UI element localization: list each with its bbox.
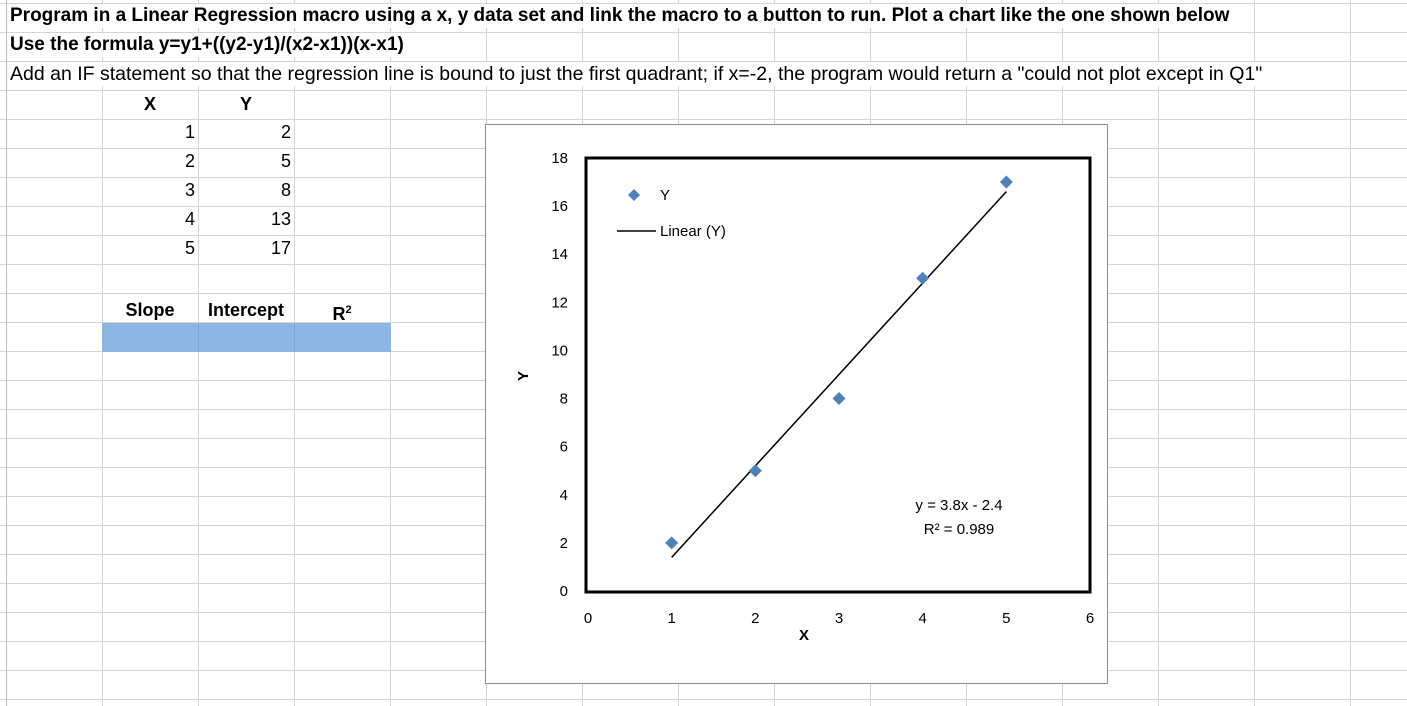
instruction-line-2: Use the formula y=y1+((y2-y1)/(x2-x1))(x…	[10, 33, 408, 57]
legend-marker-y	[628, 189, 640, 201]
x-tick-label: 1	[667, 610, 675, 627]
data-point[interactable]	[748, 464, 762, 478]
y-axis-label: Y	[515, 371, 532, 381]
sheet-left-border	[6, 0, 7, 706]
cell-x-1[interactable]: 1	[184, 122, 195, 142]
cell-x-4[interactable]: 4	[184, 209, 195, 229]
instruction-line-1: Program in a Linear Regression macro usi…	[10, 4, 1234, 28]
y-tick-label: 18	[551, 150, 568, 167]
results-output-row[interactable]	[102, 323, 391, 352]
y-tick-label: 8	[560, 391, 568, 408]
y-tick-label: 0	[560, 583, 568, 600]
trendline-equation: y = 3.8x - 2.4	[915, 497, 1002, 514]
results-cell-divider	[294, 323, 295, 352]
data-point[interactable]	[832, 392, 846, 406]
results-cell-divider	[198, 323, 199, 352]
cell-x-5[interactable]: 5	[184, 238, 195, 258]
header-y[interactable]: Y	[239, 94, 252, 114]
y-tick-label: 10	[551, 342, 568, 359]
x-tick-label: 2	[751, 610, 759, 627]
cell-x-3[interactable]: 3	[184, 180, 195, 200]
intercept-header[interactable]: Intercept	[207, 300, 285, 320]
r2-label: R	[332, 304, 346, 324]
y-tick-label: 2	[560, 535, 568, 552]
legend-label-linear: Linear (Y)	[660, 223, 726, 240]
x-axis-label: X	[799, 627, 809, 644]
header-x[interactable]: X	[143, 94, 156, 114]
instruction-line-3: Add an IF statement so that the regressi…	[10, 62, 1267, 86]
trendline	[671, 191, 1007, 558]
x-tick-label: 0	[584, 610, 592, 627]
cell-y-4[interactable]: 13	[270, 209, 291, 229]
cell-y-3[interactable]: 8	[280, 180, 291, 200]
cell-y-1[interactable]: 2	[280, 122, 291, 142]
data-point[interactable]	[665, 536, 679, 550]
y-tick-label: 12	[551, 294, 568, 311]
y-tick-label: 14	[551, 246, 568, 263]
x-tick-label: 5	[1002, 610, 1010, 627]
slope-header[interactable]: Slope	[125, 300, 175, 320]
cell-x-2[interactable]: 2	[184, 151, 195, 171]
cell-y-5[interactable]: 17	[270, 238, 291, 258]
legend-label-y: Y	[660, 187, 670, 204]
data-point[interactable]	[999, 175, 1013, 189]
r2-superscript: 2	[345, 304, 352, 316]
y-tick-label: 16	[551, 198, 568, 215]
y-tick-label: 4	[560, 487, 568, 504]
y-tick-label: 6	[560, 439, 568, 456]
x-tick-label: 4	[918, 610, 926, 627]
x-tick-label: 3	[835, 610, 843, 627]
cell-y-2[interactable]: 5	[280, 151, 291, 171]
data-point[interactable]	[916, 271, 930, 285]
trendline-r2: R² = 0.989	[924, 521, 994, 538]
r2-header[interactable]: R2	[294, 298, 390, 326]
x-tick-label: 6	[1086, 610, 1094, 627]
